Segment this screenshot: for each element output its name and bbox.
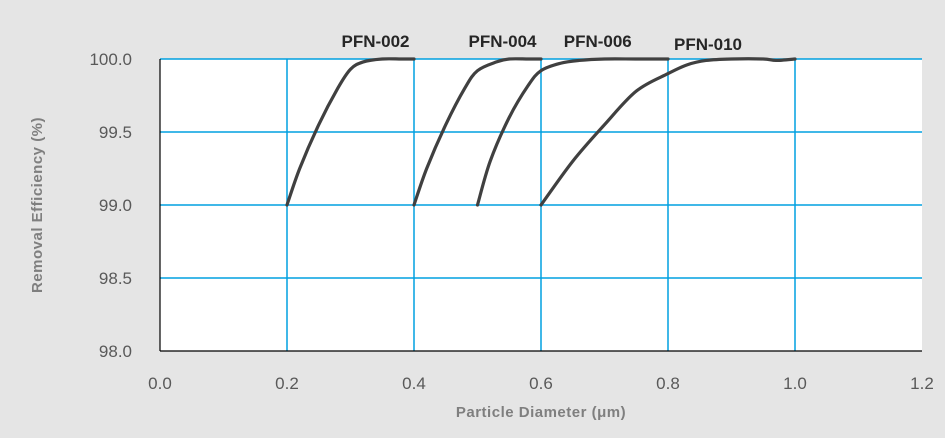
- y-tick-label: 99.0: [99, 196, 132, 215]
- series-line-pfn-002: [285, 57, 416, 207]
- series-label-pfn-002: PFN-002: [341, 32, 409, 51]
- series-label-pfn-004: PFN-004: [468, 32, 537, 51]
- series-label-pfn-010: PFN-010: [674, 35, 742, 54]
- x-tick-label: 1.0: [783, 374, 807, 393]
- x-tick-label: 1.2: [910, 374, 934, 393]
- x-tick-label: 0.8: [656, 374, 680, 393]
- y-axis-title: Removal Efficiency (%): [29, 117, 46, 293]
- y-tick-label: 100.0: [89, 50, 132, 69]
- x-tick-label: 0.6: [529, 374, 553, 393]
- y-tick-label: 98.0: [99, 342, 132, 361]
- series-line-pfn-004: [412, 57, 543, 207]
- y-tick-label: 99.5: [99, 123, 132, 142]
- series-lines: [285, 57, 797, 207]
- x-tick-label: 0.2: [275, 374, 299, 393]
- y-tick-label: 98.5: [99, 269, 132, 288]
- series-line-pfn-006: [475, 57, 670, 207]
- x-tick-label: 0.0: [148, 374, 172, 393]
- series-label-pfn-006: PFN-006: [564, 32, 632, 51]
- x-axis-title: Particle Diameter (μm): [456, 404, 626, 421]
- tick-labels: 0.0 0.2 0.4 0.6 0.8 1.0 1.2 98.0 98.5 99.0 99.5 100…: [89, 50, 933, 393]
- axes: [159, 59, 922, 352]
- series-labels: PFN-002 PFN-004 PFN-006 PFN-010: [341, 32, 742, 54]
- series-line-pfn-010: [539, 57, 797, 207]
- x-tick-label: 0.4: [402, 374, 426, 393]
